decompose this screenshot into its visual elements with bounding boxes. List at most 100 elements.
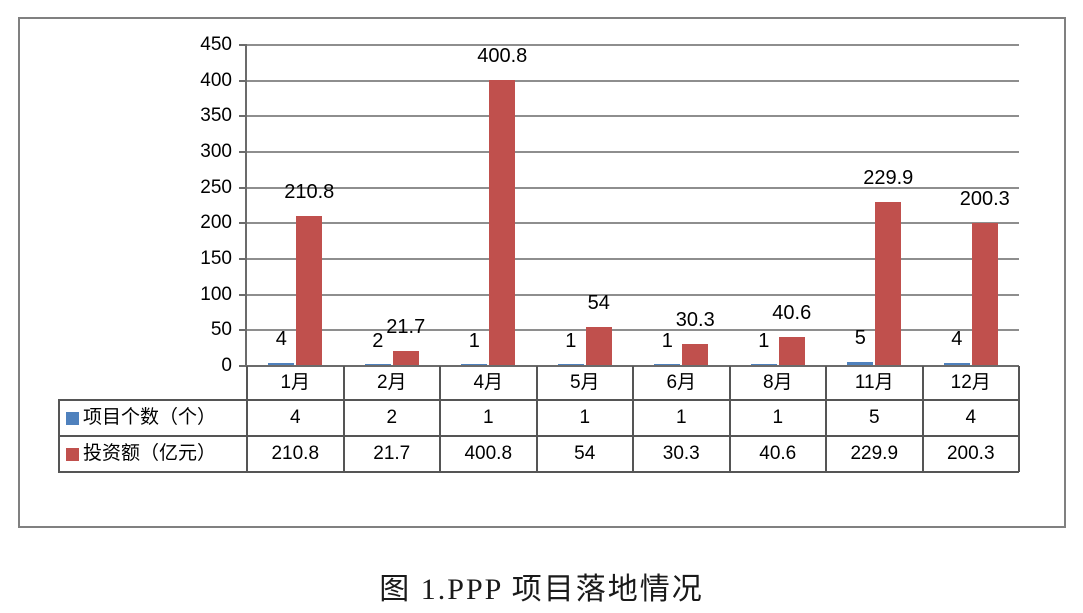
table-border	[825, 366, 827, 472]
table-border	[58, 400, 60, 472]
table-cell: 21.7	[373, 443, 411, 464]
data-label: 54	[587, 292, 610, 315]
data-label: 1	[661, 330, 673, 353]
y-tick-label: 350	[200, 105, 232, 127]
gridline	[247, 222, 1019, 225]
gridline	[247, 79, 1019, 82]
investment-bar-12月	[971, 223, 998, 366]
table-cell: 1	[675, 407, 687, 428]
series-name-label: 投资额（亿元）	[83, 443, 217, 464]
table-border	[439, 366, 441, 472]
data-label: 1	[468, 330, 480, 353]
table-border	[58, 471, 1019, 473]
category-label: 12月	[950, 372, 991, 393]
table-cell: 210.8	[271, 443, 320, 464]
data-label: 5	[854, 327, 866, 350]
category-label: 2月	[376, 372, 407, 393]
y-tick-label: 50	[210, 319, 232, 341]
gridline	[247, 293, 1019, 296]
y-axis-line	[245, 45, 247, 366]
y-tick-mark	[239, 365, 247, 367]
gridline	[247, 329, 1019, 332]
y-tick-mark	[239, 258, 247, 260]
investment-bar-4月	[489, 80, 516, 366]
table-cell: 40.6	[759, 443, 797, 464]
data-label: 200.3	[959, 188, 1010, 211]
table-cell: 229.9	[850, 443, 899, 464]
y-tick-label: 250	[200, 176, 232, 198]
data-label: 4	[951, 328, 963, 351]
category-label: 8月	[762, 372, 793, 393]
data-label: 1	[758, 330, 770, 353]
category-label: 11月	[854, 372, 894, 393]
table-cell: 4	[965, 407, 977, 428]
data-label: 1	[565, 330, 577, 353]
series-name-label: 项目个数（个）	[83, 407, 217, 428]
table-border	[342, 366, 345, 472]
data-label: 2	[372, 329, 384, 352]
y-tick-mark	[239, 79, 247, 82]
y-tick-mark	[239, 44, 247, 46]
category-label: 1月	[280, 372, 311, 393]
investment-bar-6月	[682, 344, 709, 366]
investment-bar-8月	[778, 337, 805, 366]
table-border	[632, 366, 634, 472]
project-count-bar-11月	[847, 362, 874, 366]
y-tick-label: 300	[200, 141, 232, 162]
table-cell: 200.3	[946, 443, 995, 464]
data-label: 21.7	[386, 315, 426, 338]
table-cell: 1	[772, 407, 784, 428]
data-label: 400.8	[477, 45, 528, 68]
table-cell: 30.3	[662, 443, 700, 464]
table-cell: 1	[482, 407, 494, 428]
chart-caption: 图 1.PPP 项目落地情况	[379, 573, 704, 606]
table-cell: 4	[289, 407, 301, 428]
table-border	[1018, 366, 1020, 472]
y-tick-mark	[239, 115, 247, 118]
project-count-bar-12月	[943, 363, 970, 366]
gridline	[247, 258, 1019, 260]
gridline	[247, 151, 1019, 153]
data-label: 4	[275, 328, 287, 351]
table-cell: 5	[868, 407, 880, 428]
table-border	[246, 366, 248, 472]
gridline	[247, 44, 1019, 46]
gridline	[247, 186, 1019, 189]
investment-bar-5月	[585, 327, 612, 366]
table-cell: 2	[386, 407, 398, 428]
y-tick-label: 150	[200, 248, 232, 269]
table-cell: 54	[574, 443, 596, 464]
investment-bar-11月	[875, 202, 902, 366]
legend-swatch-red-icon	[66, 448, 79, 461]
table-cell: 1	[579, 407, 591, 428]
y-tick-mark	[239, 151, 247, 153]
data-label: 40.6	[772, 302, 812, 325]
y-tick-mark	[239, 186, 247, 189]
y-tick-label: 450	[200, 34, 232, 55]
data-label: 210.8	[284, 180, 335, 203]
legend-swatch-blue-icon	[66, 412, 79, 425]
data-label: 30.3	[675, 309, 715, 332]
table-border	[58, 399, 1019, 401]
investment-bar-1月	[296, 215, 323, 366]
category-label: 6月	[666, 372, 697, 393]
data-label: 229.9	[863, 167, 914, 189]
y-tick-label: 400	[200, 69, 232, 91]
table-border	[535, 366, 538, 472]
y-tick-mark	[239, 222, 247, 225]
y-tick-label: 0	[221, 355, 232, 376]
table-cell: 400.8	[464, 443, 513, 464]
category-label: 5月	[569, 372, 600, 393]
table-border	[728, 366, 731, 472]
y-tick-label: 200	[200, 212, 232, 234]
y-tick-label: 100	[200, 283, 232, 305]
category-label: 4月	[473, 372, 504, 393]
investment-bar-2月	[392, 350, 419, 366]
table-border	[58, 435, 1019, 437]
table-border	[921, 366, 924, 472]
y-tick-mark	[239, 293, 247, 296]
gridline	[247, 115, 1019, 118]
project-count-bar-1月	[268, 363, 295, 366]
y-tick-mark	[239, 329, 247, 332]
